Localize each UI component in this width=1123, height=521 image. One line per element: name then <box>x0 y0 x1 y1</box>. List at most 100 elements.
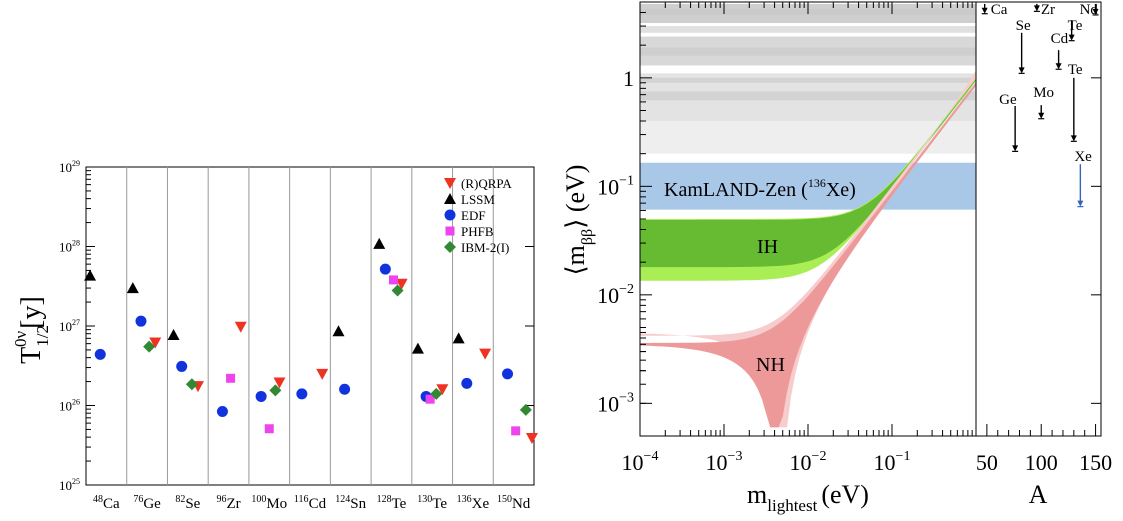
r-qrpa-point <box>316 368 329 380</box>
half-life-chart: 1025 1026 1027 1028 1029 48Ca 76Ge 82Se 96Zr 100… <box>11 159 538 512</box>
half-life-y-axis-label: T1/20ν [y] <box>11 296 52 364</box>
y-tick-label: 1025 <box>59 477 80 493</box>
r-qrpa-point <box>479 348 492 360</box>
r-qrpa-point <box>273 377 286 389</box>
nme-limit-strip <box>640 77 976 83</box>
ibm-2-i-point <box>185 378 198 391</box>
nh-band-outer <box>640 70 976 428</box>
isotope-tick-label: 128Te <box>377 494 407 512</box>
isotope-label-nd: Nd <box>1080 2 1099 18</box>
isotope-arrow-head <box>981 7 988 14</box>
y-label-T: T <box>16 347 47 364</box>
A-tick-label: 50 <box>976 450 998 475</box>
kamland-band <box>640 162 976 210</box>
y-label-sub: 1/2 <box>33 325 52 347</box>
y-tick-label: 10−3 <box>597 390 634 416</box>
y-label-unit: [y] <box>16 296 47 329</box>
edf-point <box>379 263 391 275</box>
edf-point <box>94 348 106 360</box>
isotope-tick-label: 116Cd <box>294 494 327 512</box>
x-tick-label: 10−4 <box>622 449 659 475</box>
lssm-point <box>332 325 345 337</box>
legend-label-r-qrpa: (R)QRPA <box>461 176 512 191</box>
half-life-y-axis: 1025 1026 1027 1028 1029 <box>59 159 534 493</box>
lssm-point <box>411 342 424 354</box>
edf-point <box>502 368 514 380</box>
mass-y-axis-label: ⟨mββ⟩ (eV) <box>561 165 596 276</box>
phfb-point <box>226 373 236 383</box>
ibm-2-i-point <box>519 403 532 416</box>
A-axis-label: A <box>1029 480 1048 509</box>
isotope-tick-label: 96Zr <box>216 494 240 512</box>
isotope-x-axis: 48Ca 76Ge 82Se 96Zr 100Mo 116Cd 124Sn 128Te 130T… <box>93 494 531 512</box>
isotope-dividers <box>126 167 494 485</box>
isotope-tick-label: 76Ge <box>133 494 161 512</box>
edf-point <box>339 383 351 395</box>
A-tick-label: 150 <box>1079 450 1112 475</box>
ibm-2-i-point <box>143 340 156 353</box>
isotope-arrow-head <box>1038 112 1045 119</box>
lssm-point <box>167 329 180 341</box>
phfb-point <box>264 424 274 434</box>
A-tick-label: 100 <box>1025 450 1058 475</box>
phfb-point <box>388 275 398 285</box>
lssm-point <box>126 282 139 294</box>
isotope-label-xe: Xe <box>1074 149 1092 165</box>
x-tick-label: 10−2 <box>790 449 827 475</box>
legend-marker-edf <box>444 209 456 221</box>
isotope-label-te: Te <box>1068 62 1083 78</box>
y-tick-label: 1026 <box>59 398 80 414</box>
r-qrpa-point <box>234 321 247 333</box>
isotope-tick-label: 100Mo <box>251 494 287 512</box>
r-qrpa-point <box>436 384 449 396</box>
effective-mass-bands <box>640 3 976 428</box>
ih-band-inner <box>640 79 976 268</box>
edf-point <box>135 315 147 327</box>
isotope-label-se: Se <box>1016 18 1031 34</box>
legend-marker-ibm-2-i <box>444 241 456 253</box>
isotope-tick-label: 48Ca <box>93 494 120 512</box>
edf-point <box>255 390 267 402</box>
legend-marker-lssm <box>444 193 456 204</box>
y-tick-label: 1027 <box>59 318 80 334</box>
phfb-point <box>425 394 435 404</box>
legend-marker-phfb <box>445 226 455 236</box>
y-tick-label: 10−2 <box>597 282 634 308</box>
isotope-label-te: Te <box>1068 18 1083 34</box>
edf-point <box>296 388 308 400</box>
r-qrpa-point <box>395 278 408 290</box>
isotope-arrow-head <box>1033 5 1040 12</box>
ibm-2-i-point <box>391 284 404 297</box>
isotope-label-mo: Mo <box>1033 85 1054 101</box>
legend-label-lssm: LSSM <box>461 192 495 207</box>
isotope-arrow-head <box>1018 67 1025 74</box>
isotope-tick-label: 130Te <box>417 494 447 512</box>
isotope-label-ge: Ge <box>999 92 1017 108</box>
isotope-arrow-head <box>1068 34 1075 41</box>
isotope-tick-label: 136Xe <box>457 494 490 512</box>
r-qrpa-point <box>525 433 538 445</box>
y-label-sup: 0ν <box>11 331 30 348</box>
x-tick-label: 10−1 <box>874 449 911 475</box>
ibm-2-i-point <box>269 384 282 397</box>
mass-x-axis-label: mlightest (eV) <box>747 480 869 515</box>
isotope-tick-label: 82Se <box>175 494 200 512</box>
lssm-point <box>373 237 386 249</box>
nh-region-label: NH <box>756 354 785 376</box>
isotope-arrow-head <box>1077 200 1084 207</box>
isotope-arrow-head <box>1092 8 1099 15</box>
phfb-point <box>511 426 521 436</box>
legend-marker-r-qrpa <box>444 178 456 189</box>
isotope-label-cd: Cd <box>1051 31 1069 47</box>
effective-mass-chart: 10−4 10−3 10−2 10−1 10−3 10−2 10−1 1 KamLAND-Ze… <box>561 1 977 515</box>
sensitivity-plot-frame <box>975 1 1102 437</box>
y-tick-label: 10−1 <box>597 173 634 199</box>
edf-point <box>216 406 228 418</box>
legend-label-phfb: PHFB <box>461 224 494 239</box>
lssm-point <box>452 332 465 344</box>
isotope-label-zr: Zr <box>1041 2 1055 18</box>
